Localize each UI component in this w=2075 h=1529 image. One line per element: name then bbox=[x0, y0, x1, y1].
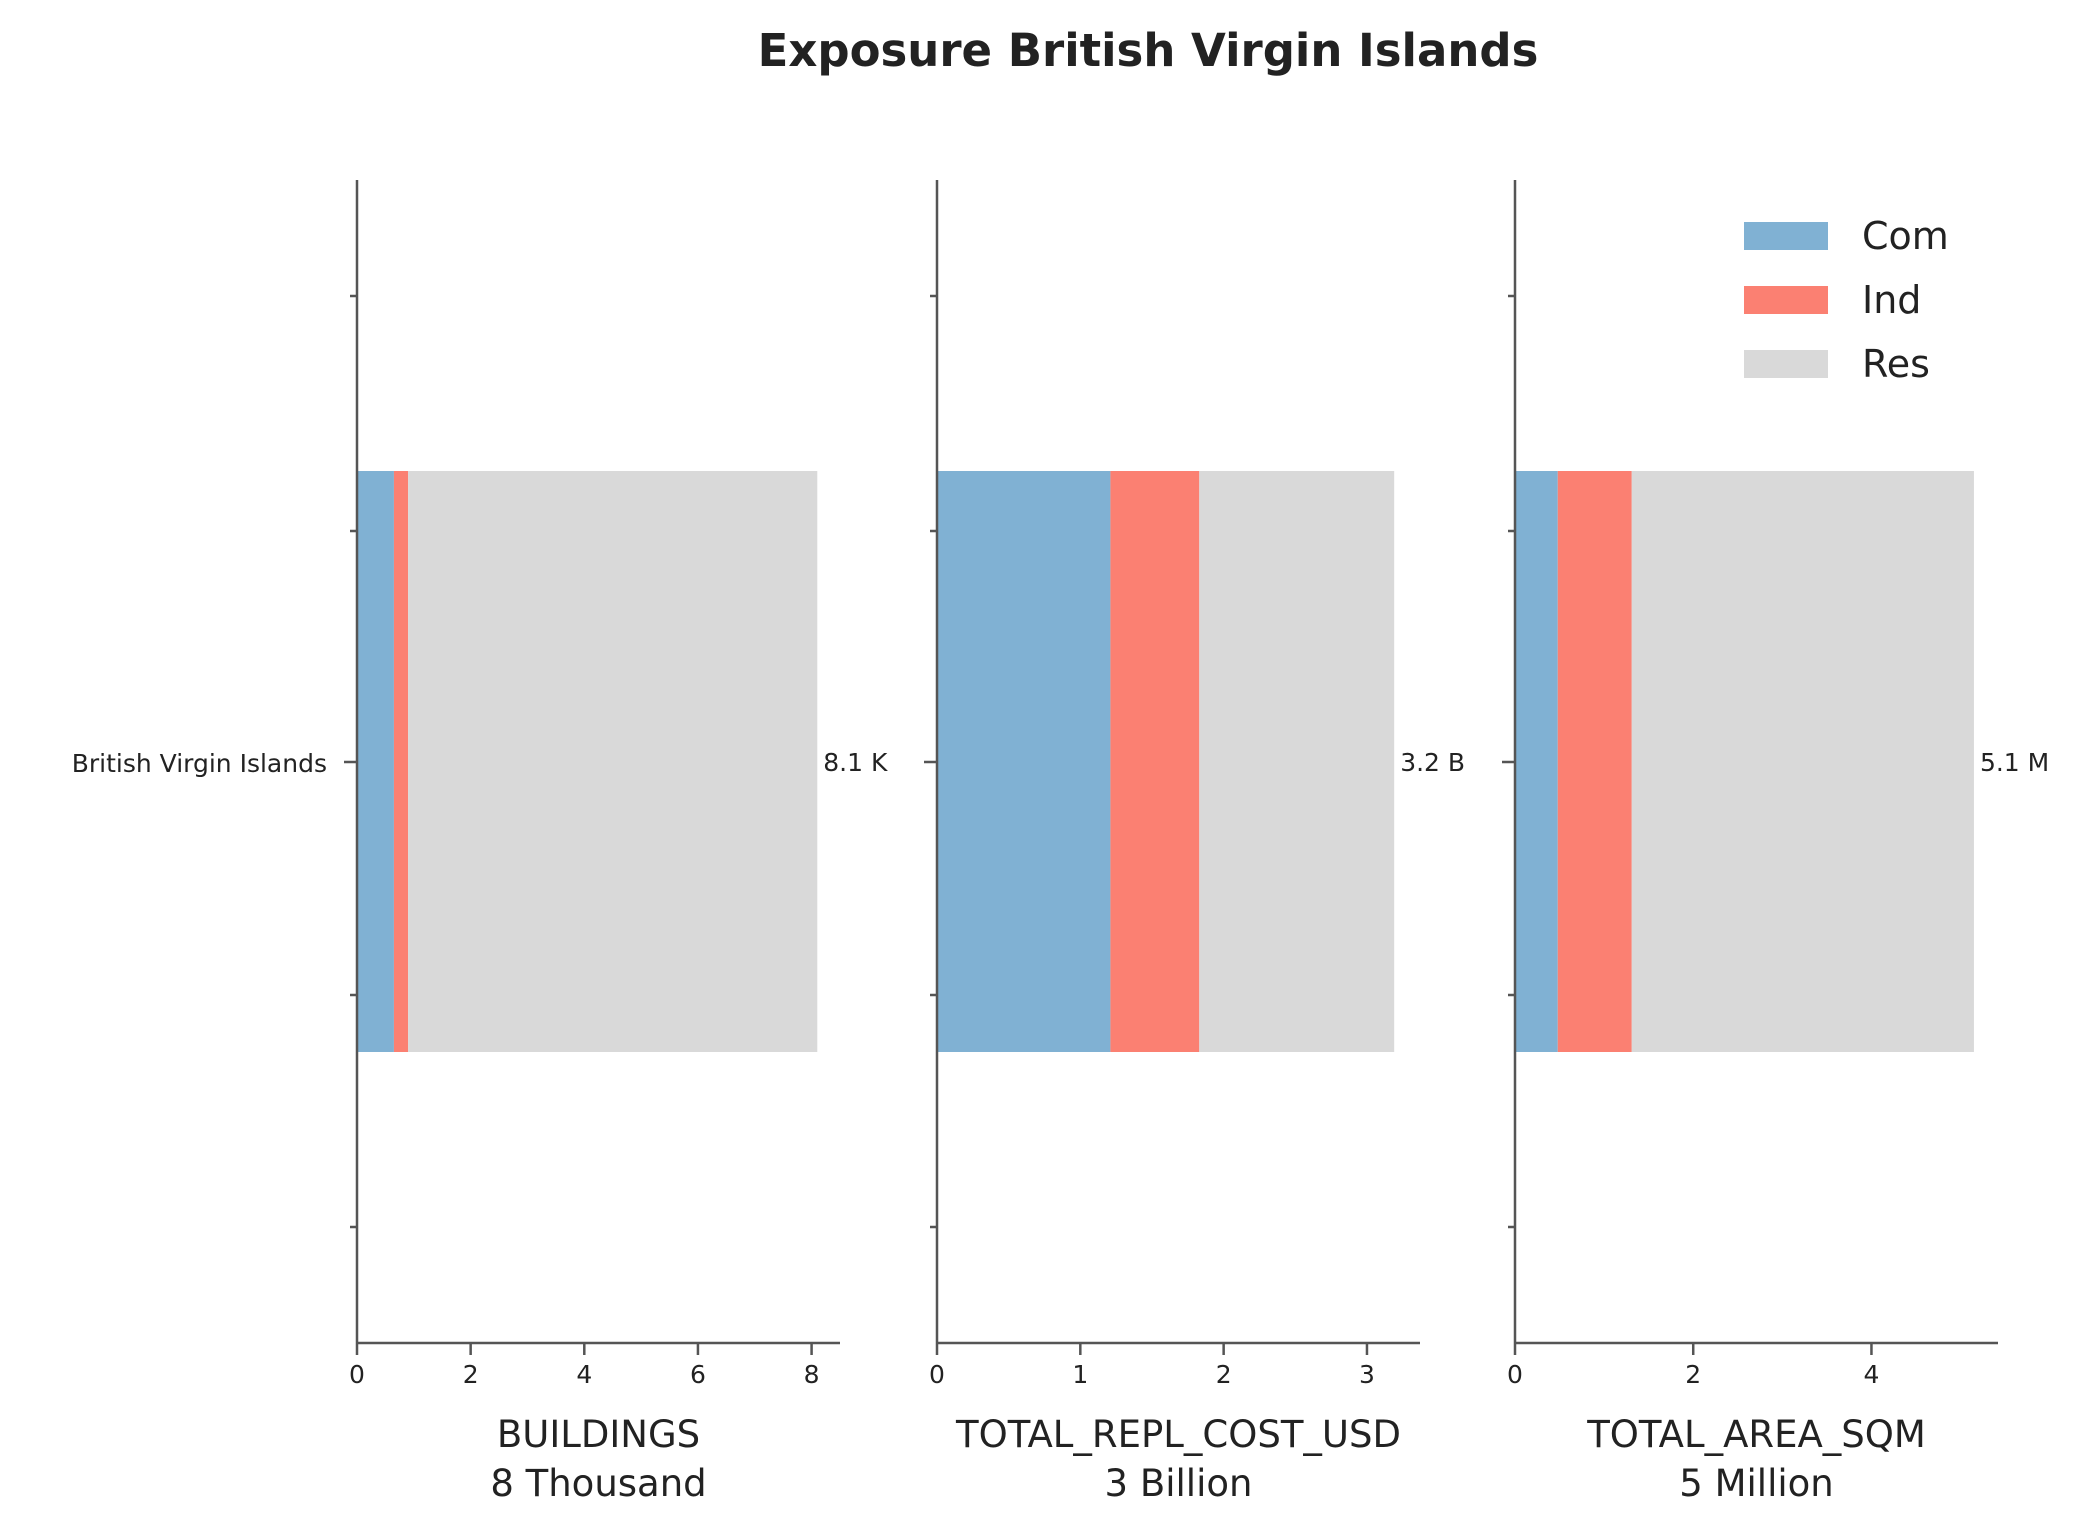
panel-2: 3.2 B 0 1 2 3 TOTAL_REPL_COST_USD 3 Billion bbox=[924, 180, 1465, 1505]
x-axis-scale-label-panel-3: 5 Million bbox=[1679, 1462, 1833, 1505]
x-tick-label: 1 bbox=[1072, 1360, 1088, 1389]
x-tick-label: 2 bbox=[1685, 1360, 1701, 1389]
total-label-panel-3: 5.1 M bbox=[1980, 748, 2049, 777]
x-tick-label: 2 bbox=[1216, 1360, 1232, 1389]
x-axis-label-panel-1: BUILDINGS bbox=[497, 1413, 700, 1456]
category-label: British Virgin Islands bbox=[72, 749, 327, 778]
legend-label-com: Com bbox=[1862, 214, 1949, 258]
x-axis-label-panel-3: TOTAL_AREA_SQM bbox=[1586, 1413, 1926, 1456]
panels: 8.1 K 0 2 4 6 8 BUILDINGS 8 Thousand 3.2 B 0 1 2 3 TO… bbox=[344, 180, 2049, 1505]
x-axis-scale-label-panel-1: 8 Thousand bbox=[490, 1462, 706, 1505]
x-tick-label: 4 bbox=[576, 1360, 592, 1389]
x-tick-label: 0 bbox=[1507, 1360, 1523, 1389]
bar-ind-panel-1 bbox=[393, 471, 409, 1052]
x-tick-label: 3 bbox=[1359, 1360, 1375, 1389]
bar-res-panel-3 bbox=[1631, 471, 1974, 1052]
panel-1: 8.1 K 0 2 4 6 8 BUILDINGS 8 Thousand bbox=[344, 180, 888, 1505]
x-tick-label: 0 bbox=[929, 1360, 945, 1389]
total-label-panel-2: 3.2 B bbox=[1400, 748, 1465, 777]
x-tick-label: 2 bbox=[463, 1360, 479, 1389]
bar-ind-panel-2 bbox=[1110, 471, 1200, 1052]
bar-ind-panel-3 bbox=[1557, 471, 1632, 1052]
bar-com-panel-2 bbox=[937, 471, 1111, 1052]
legend-label-res: Res bbox=[1862, 342, 1930, 386]
legend-swatch-res bbox=[1744, 350, 1828, 378]
bar-com-panel-1 bbox=[357, 471, 394, 1052]
legend-swatch-com bbox=[1744, 222, 1828, 250]
legend-swatch-ind bbox=[1744, 286, 1828, 314]
total-label-panel-1: 8.1 K bbox=[823, 748, 888, 777]
legend-label-ind: Ind bbox=[1862, 278, 1921, 322]
bar-res-panel-2 bbox=[1199, 471, 1395, 1052]
x-tick-label: 6 bbox=[690, 1360, 706, 1389]
legend: Com Ind Res bbox=[1744, 214, 1949, 386]
chart-title: Exposure British Virgin Islands bbox=[758, 24, 1539, 77]
bar-res-panel-1 bbox=[408, 471, 818, 1052]
x-axis-label-panel-2: TOTAL_REPL_COST_USD bbox=[955, 1413, 1401, 1456]
x-tick-label: 0 bbox=[349, 1360, 365, 1389]
bar-com-panel-3 bbox=[1515, 471, 1558, 1052]
panel-3: 5.1 M 0 2 4 TOTAL_AREA_SQM 5 Million bbox=[1502, 180, 2049, 1505]
x-tick-label: 4 bbox=[1864, 1360, 1880, 1389]
x-tick-label: 8 bbox=[804, 1360, 820, 1389]
x-axis-scale-label-panel-2: 3 Billion bbox=[1105, 1462, 1253, 1505]
